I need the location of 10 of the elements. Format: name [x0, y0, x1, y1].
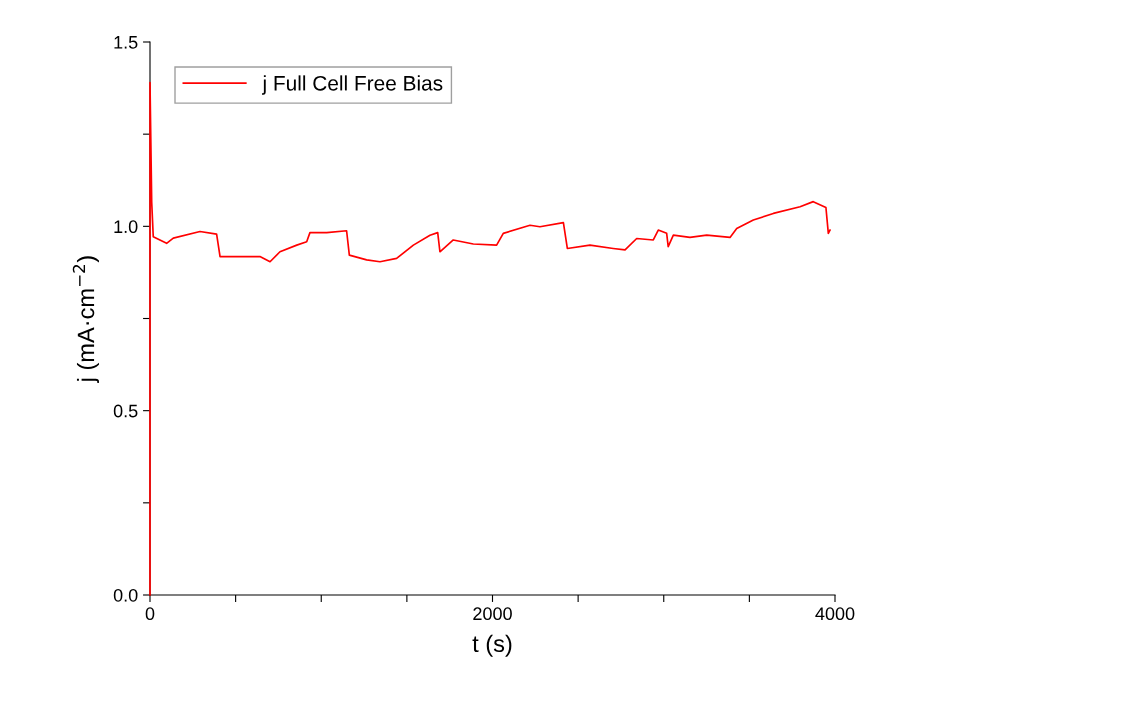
y-axis-title: j (mA·cm$^{−2}$) [72, 256, 99, 383]
x-axis-title: t (s) [472, 634, 512, 657]
legend-label: j Full Cell Free Bias [261, 75, 443, 95]
text: 0.0 [113, 588, 138, 602]
y-tick-label: 1.5 [114, 36, 138, 49]
x-tick-label: 0 [145, 607, 155, 621]
y-tick-label: 1.0 [114, 220, 138, 234]
y-tick-label: 0.5 [113, 404, 138, 418]
x-tick-label: 2000 [473, 607, 512, 621]
x-tick-label: 4000 [815, 607, 855, 621]
